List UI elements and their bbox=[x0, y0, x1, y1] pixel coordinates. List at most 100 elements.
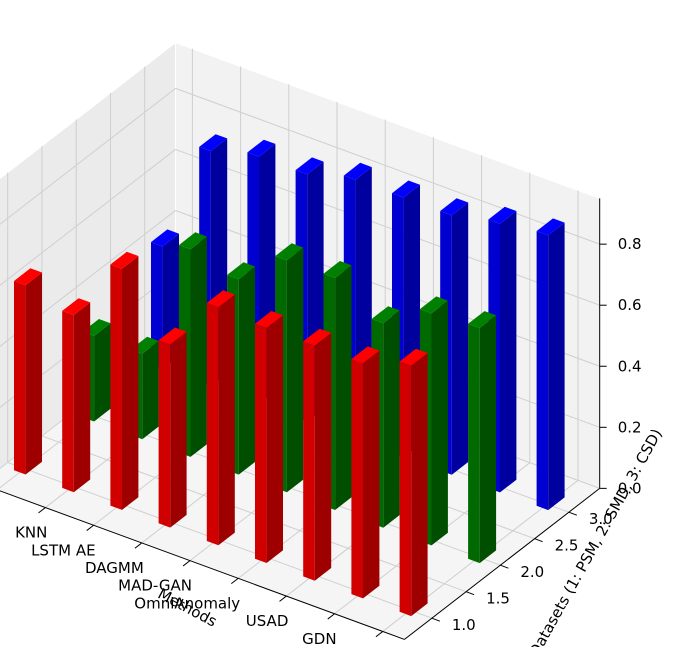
x-tick-mark bbox=[327, 613, 335, 620]
bar-side-face bbox=[314, 332, 332, 581]
axis-ticks: PCAKNNLSTM AEDAGMMMAD-GANOmniAnomalyUSAD… bbox=[15, 235, 642, 647]
y-tick-mark bbox=[431, 617, 441, 622]
bar-poingraph-ae-dataset-3 bbox=[536, 218, 565, 511]
bar-top-face bbox=[151, 229, 179, 247]
x-tick-mark bbox=[182, 560, 191, 567]
bar-top-face bbox=[392, 180, 420, 198]
x-tick-mark bbox=[231, 577, 239, 585]
bar-front-face bbox=[536, 231, 549, 511]
grid-line-z-back bbox=[175, 87, 600, 245]
bar-top-face bbox=[227, 262, 256, 280]
z-tick-label: 0.6 bbox=[618, 296, 642, 314]
bar-side-face bbox=[383, 310, 400, 528]
z-tick-label: 0.8 bbox=[618, 235, 642, 253]
bar-dagmm-dataset-1 bbox=[158, 327, 187, 528]
bar-top-face bbox=[14, 268, 42, 286]
bar-top-face bbox=[158, 327, 187, 345]
x-tick-label: KNN bbox=[15, 524, 47, 542]
bar-side-face bbox=[286, 247, 304, 493]
bar-side-face bbox=[73, 302, 91, 493]
bar-side-face bbox=[122, 256, 139, 510]
bar-top-face bbox=[419, 296, 448, 314]
bar-front-face bbox=[158, 340, 171, 528]
y-tick-mark bbox=[500, 564, 509, 569]
bar-side-face bbox=[238, 266, 256, 475]
x-tick-label: LSTM AE bbox=[31, 541, 96, 559]
bar-top-face bbox=[488, 206, 517, 224]
bar-side-face bbox=[266, 315, 283, 563]
bar-side-face bbox=[170, 331, 187, 528]
bar-side-face bbox=[190, 236, 207, 457]
bar-side-face bbox=[451, 202, 469, 475]
y-axis-line bbox=[404, 487, 600, 640]
bar-top-face bbox=[343, 162, 372, 180]
bar-front-face bbox=[110, 264, 122, 510]
bar-front-face bbox=[468, 323, 480, 564]
bar-front-face bbox=[303, 341, 315, 581]
bar-pca-dataset-1 bbox=[14, 268, 42, 475]
bar-side-face bbox=[25, 272, 42, 475]
z-tick-label: 0.2 bbox=[618, 418, 642, 436]
bar-gdn-dataset-1 bbox=[351, 346, 380, 599]
x-tick-mark bbox=[86, 524, 94, 531]
bar-top-face bbox=[351, 346, 380, 364]
x-tick-mark bbox=[134, 542, 143, 549]
bar-top-face bbox=[303, 328, 332, 346]
bar-top-face bbox=[62, 298, 91, 316]
bar-usad-dataset-1 bbox=[303, 328, 332, 581]
bar-top-face bbox=[247, 139, 276, 157]
bar-top-face bbox=[468, 311, 497, 328]
bar-top-face bbox=[536, 218, 565, 236]
y-tick-label: 1.5 bbox=[486, 590, 510, 608]
y-tick-mark bbox=[534, 538, 543, 543]
bar-side-face bbox=[431, 300, 448, 546]
x-tick-mark bbox=[38, 507, 46, 514]
bar-omnianomaly-dataset-1 bbox=[255, 311, 283, 563]
bar-side-face bbox=[548, 222, 565, 511]
bar-top-face bbox=[323, 261, 352, 278]
y-tick-mark bbox=[568, 511, 578, 516]
bar-mad-gan-dataset-1 bbox=[206, 290, 235, 546]
bar-lstm-ae-dataset-1 bbox=[110, 251, 139, 510]
bar-top-face bbox=[255, 311, 283, 328]
bar-top-face bbox=[275, 243, 304, 261]
y-tick-label: 2.5 bbox=[555, 537, 579, 555]
y-tick-label: 2.0 bbox=[520, 563, 544, 581]
bar-front-face bbox=[255, 323, 267, 563]
grid-line-z-left bbox=[0, 210, 176, 347]
y-tick-label: 1.0 bbox=[452, 616, 476, 634]
grid-line-z-back bbox=[175, 210, 600, 367]
bar-front-face bbox=[62, 310, 74, 493]
bar-side-face bbox=[500, 211, 517, 493]
bar-top-face bbox=[178, 232, 207, 250]
bar-top-face bbox=[199, 134, 228, 152]
bars bbox=[14, 134, 565, 617]
bar-side-face bbox=[411, 353, 428, 617]
x-tick-label: OmniAnomaly bbox=[134, 594, 240, 612]
x-axis-line bbox=[0, 490, 405, 640]
bar-side-face bbox=[363, 350, 380, 599]
bar-poingraph-ae-dataset-1 bbox=[399, 348, 428, 617]
bar-top-face bbox=[440, 198, 469, 216]
bar-side-face bbox=[94, 323, 111, 422]
bar-knn-dataset-1 bbox=[62, 298, 91, 493]
grid-line-z-left bbox=[0, 87, 176, 225]
bar-top-face bbox=[110, 251, 139, 269]
grid-line-z-back bbox=[175, 148, 600, 306]
bar-front-face bbox=[14, 281, 26, 475]
bar-top-face bbox=[295, 157, 324, 175]
bar-top-face bbox=[206, 290, 235, 308]
x-tick-mark bbox=[375, 631, 384, 638]
z-tick-label: 0.4 bbox=[618, 357, 642, 375]
x-tick-label: MAD-GAN bbox=[118, 577, 192, 595]
bar-side-face bbox=[479, 315, 497, 564]
bar-front-face bbox=[206, 302, 219, 546]
bar-front-face bbox=[351, 359, 363, 599]
bar-side-face bbox=[218, 294, 235, 546]
x-tick-label: USAD bbox=[246, 612, 289, 630]
bar-front-face bbox=[151, 242, 163, 369]
x-tick-label: DAGMM bbox=[85, 559, 144, 577]
bar-front-face bbox=[399, 361, 412, 617]
grid-line-z-left bbox=[0, 149, 176, 286]
